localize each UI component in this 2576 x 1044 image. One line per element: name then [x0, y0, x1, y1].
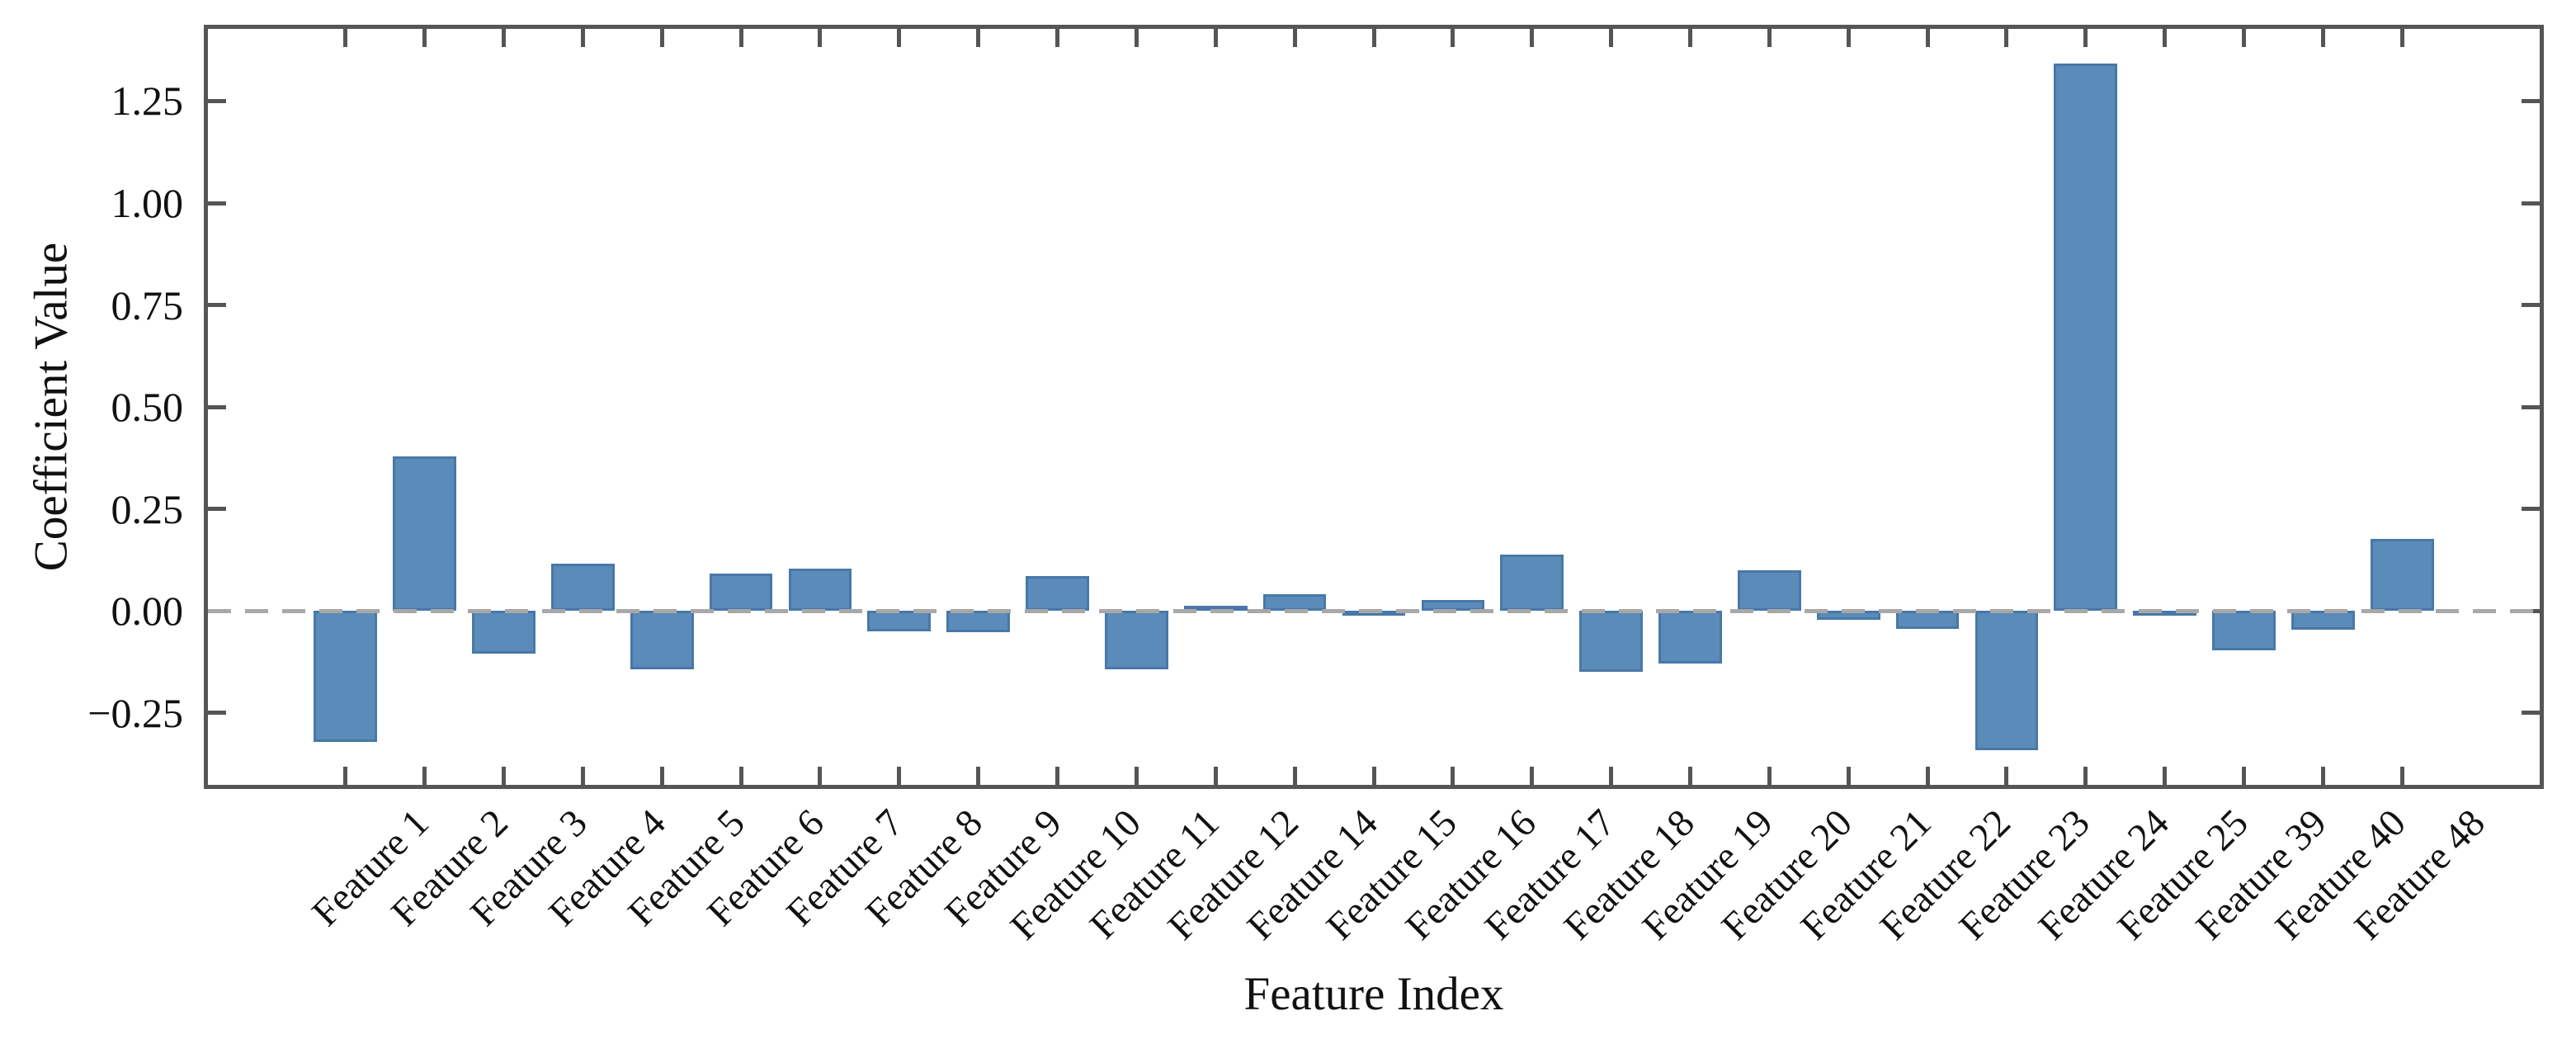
x-tick-mark: [897, 767, 902, 785]
x-tick-mark-top: [1846, 29, 1851, 47]
x-tick-mark: [818, 767, 823, 785]
x-tick-mark-top: [1134, 29, 1139, 47]
y-tick-mark: [208, 303, 226, 308]
x-tick-mark-top: [1767, 29, 1772, 47]
x-tick-mark: [2163, 767, 2168, 785]
y-tick-label: 0.00: [111, 588, 184, 635]
bar: [1579, 611, 1643, 673]
x-tick-mark: [2004, 767, 2009, 785]
x-tick-mark: [1451, 767, 1455, 785]
x-tick-mark-top: [1292, 29, 1297, 47]
x-tick-mark-top: [580, 29, 585, 47]
x-tick-mark-top: [659, 29, 664, 47]
bar: [1737, 569, 1801, 612]
zero-dashed-line: [208, 608, 2540, 613]
x-tick-mark: [1767, 767, 1772, 785]
x-tick-mark-top: [1687, 29, 1692, 47]
y-tick-label: 0.25: [111, 485, 184, 532]
x-tick-mark-top: [2241, 29, 2246, 47]
x-tick-mark-top: [502, 29, 507, 47]
x-tick-mark-top: [343, 29, 348, 47]
x-tick-mark: [1292, 767, 1297, 785]
y-tick-mark-right: [2522, 303, 2540, 308]
y-tick-label: 0.50: [111, 384, 184, 431]
bar: [788, 568, 852, 612]
x-tick-mark: [2320, 767, 2325, 785]
y-tick-label: 1.00: [111, 180, 184, 227]
x-tick-mark-top: [2004, 29, 2009, 47]
bar: [2370, 538, 2434, 612]
x-tick-mark: [1846, 767, 1851, 785]
y-tick-mark-right: [2522, 711, 2540, 716]
y-tick-mark: [208, 404, 226, 409]
bar: [709, 574, 773, 612]
y-tick-mark: [208, 98, 226, 103]
y-tick-mark-right: [2522, 404, 2540, 409]
x-tick-mark-top: [1609, 29, 1614, 47]
x-tick-mark-top: [1925, 29, 1930, 47]
x-tick-mark: [1213, 767, 1218, 785]
x-tick-mark-top: [1451, 29, 1455, 47]
bar: [2054, 64, 2118, 612]
bar: [2291, 611, 2355, 630]
x-tick-mark: [343, 767, 348, 785]
bar: [1500, 554, 1564, 612]
x-tick-mark: [1687, 767, 1692, 785]
x-tick-mark-top: [422, 29, 427, 47]
y-tick-mark: [208, 711, 226, 716]
x-tick-mark: [2399, 767, 2404, 785]
bar: [393, 456, 456, 612]
x-tick-mark-top: [1055, 29, 1060, 47]
y-tick-label: −0.25: [87, 689, 183, 736]
bar: [1026, 576, 1089, 612]
y-tick-mark: [208, 507, 226, 512]
plot-canvas: 1.25 1.00 0.75 0.50 0.25 0.00 −0.25 Feature 1 Fe…: [87, 29, 2540, 948]
x-tick-mark-top: [2399, 29, 2404, 47]
bar: [472, 611, 535, 654]
x-tick-mark: [1925, 767, 1930, 785]
bar: [1895, 611, 1960, 630]
x-tick-mark: [2241, 767, 2246, 785]
y-tick-mark: [208, 201, 226, 205]
x-tick-mark: [1530, 767, 1535, 785]
x-tick-mark: [502, 767, 507, 785]
y-tick-mark-right: [2522, 201, 2540, 205]
x-tick-mark-top: [1371, 29, 1376, 47]
x-tick-mark: [1371, 767, 1376, 785]
x-tick-mark-top: [2163, 29, 2168, 47]
y-tick-mark-right: [2522, 507, 2540, 512]
x-tick-mark-top: [1530, 29, 1535, 47]
bar: [551, 563, 615, 612]
x-tick-mark-top: [738, 29, 743, 47]
y-tick-label: 0.75: [111, 281, 184, 328]
x-tick-mark: [976, 767, 981, 785]
x-tick-mark: [1609, 767, 1614, 785]
bar: [946, 611, 1011, 633]
x-tick-mark: [2083, 767, 2088, 785]
x-tick-mark: [1134, 767, 1139, 785]
x-tick-mark: [1055, 767, 1060, 785]
x-tick-mark: [738, 767, 743, 785]
bar: [867, 611, 932, 632]
y-tick-label: 1.25: [111, 78, 184, 125]
x-tick-mark-top: [2320, 29, 2325, 47]
x-tick-mark: [580, 767, 585, 785]
x-tick-mark-top: [1213, 29, 1218, 47]
y-tick-mark-right: [2522, 98, 2540, 103]
x-tick-mark: [659, 767, 664, 785]
x-axis-title: Feature Index: [1243, 968, 1504, 1020]
x-tick-mark-top: [897, 29, 902, 47]
bar: [1105, 611, 1168, 670]
bar: [2212, 611, 2276, 651]
x-tick-mark-top: [2083, 29, 2088, 47]
bar: [1658, 611, 1722, 664]
bar: [1974, 611, 2039, 751]
x-tick-mark-top: [818, 29, 823, 47]
plot-area: 1.25 1.00 0.75 0.50 0.25 0.00 −0.25 Feature 1 Fe…: [87, 25, 2544, 948]
x-tick-mark: [422, 767, 427, 785]
bar: [630, 611, 694, 670]
x-tick-mark-top: [976, 29, 981, 47]
bar: [314, 611, 378, 742]
